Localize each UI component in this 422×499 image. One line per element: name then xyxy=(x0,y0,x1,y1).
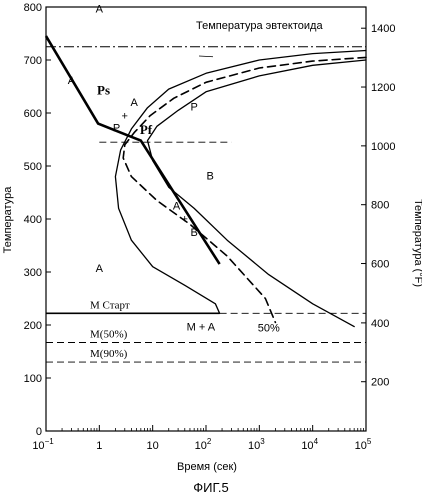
y-right-tick-label: 600 xyxy=(371,259,389,271)
x-tick-base: 1 xyxy=(96,440,102,452)
region-label: + xyxy=(122,110,128,122)
x-tick-base: 10 xyxy=(248,440,260,452)
region-label: P xyxy=(190,101,197,113)
region-label: A xyxy=(130,97,138,109)
y-tick-label: 500 xyxy=(24,161,42,173)
x-tick-exponent: 3 xyxy=(260,437,265,446)
x-tick-exponent: 5 xyxy=(367,437,372,446)
x-tick-label: 10−1 xyxy=(32,437,54,452)
region-label: B xyxy=(207,170,214,182)
x-tick-label: 103 xyxy=(248,437,265,452)
x-tick-label: 102 xyxy=(195,437,212,452)
eutectoid-leader xyxy=(198,55,214,58)
x-tick-label: 10 xyxy=(147,440,159,452)
cooling-path xyxy=(44,35,221,265)
m90-line-label: M(90%) xyxy=(90,348,128,360)
y-tick-label: 700 xyxy=(24,55,42,67)
region-label: Pf xyxy=(140,122,153,137)
region-label: Ps xyxy=(97,82,110,97)
region-label: A xyxy=(96,3,104,15)
region-label: A xyxy=(173,200,181,212)
y-right-tick-label: 200 xyxy=(371,377,389,389)
m-start-line-label: M Старт xyxy=(90,299,130,311)
labels-layer: Температура эвтектоида M Старт M(50%) M(90%… xyxy=(68,3,324,360)
y-tick-label: 800 xyxy=(24,2,42,14)
region-label: P xyxy=(113,123,120,135)
y-tick-label: 0 xyxy=(36,426,42,438)
transformation-finish-curve xyxy=(146,59,367,328)
region-label: B xyxy=(190,227,197,239)
y-axis-label: Температура xyxy=(2,186,14,254)
y-tick-label: 400 xyxy=(24,214,42,226)
x-tick-label: 1 xyxy=(96,440,102,452)
x-tick-exponent: 2 xyxy=(207,437,212,446)
x-tick-base: 10 xyxy=(195,440,207,452)
x-tick-exponent: −1 xyxy=(45,437,55,446)
x-tick-label: 104 xyxy=(301,437,318,452)
region-label: M + A xyxy=(187,321,216,333)
x-tick-base: 10 xyxy=(147,440,159,452)
y-right-tick-label: 400 xyxy=(371,318,389,330)
y-axis-label-right: Температура (°F) xyxy=(412,199,422,287)
region-label: A xyxy=(96,263,104,275)
y-right-tick-label: 1400 xyxy=(371,23,395,35)
eutectoid-line-label: Температура эвтектоида xyxy=(196,20,323,32)
m50-line-label: M(50%) xyxy=(90,328,128,340)
x-tick-base: 10 xyxy=(355,440,367,452)
x-axis-label: Время (сек) xyxy=(177,461,237,473)
fifty-percent-curve xyxy=(122,56,367,324)
transformation-start-curve xyxy=(114,49,367,314)
lines-layer xyxy=(44,35,367,363)
y-tick-label: 100 xyxy=(24,373,42,385)
region-label: + xyxy=(182,214,188,226)
y-right-tick-label: 1200 xyxy=(371,82,395,94)
region-label: A xyxy=(68,75,76,87)
ticks-layer: 0 100 200 300 400 500 600 700 800 200 400 600 800 100… xyxy=(24,2,396,452)
x-tick-base: 10 xyxy=(32,440,44,452)
y-tick-label: 300 xyxy=(24,267,42,279)
y-right-tick-label: 800 xyxy=(371,200,389,212)
x-tick-base: 10 xyxy=(301,440,313,452)
figure-caption: ФИГ.5 xyxy=(193,480,229,495)
y-tick-label: 200 xyxy=(24,320,42,332)
y-tick-label: 600 xyxy=(24,108,42,120)
x-tick-exponent: 4 xyxy=(314,437,319,446)
y-right-tick-label: 1000 xyxy=(371,141,395,153)
x-tick-label: 105 xyxy=(355,437,372,452)
region-label: 50% xyxy=(258,322,280,334)
